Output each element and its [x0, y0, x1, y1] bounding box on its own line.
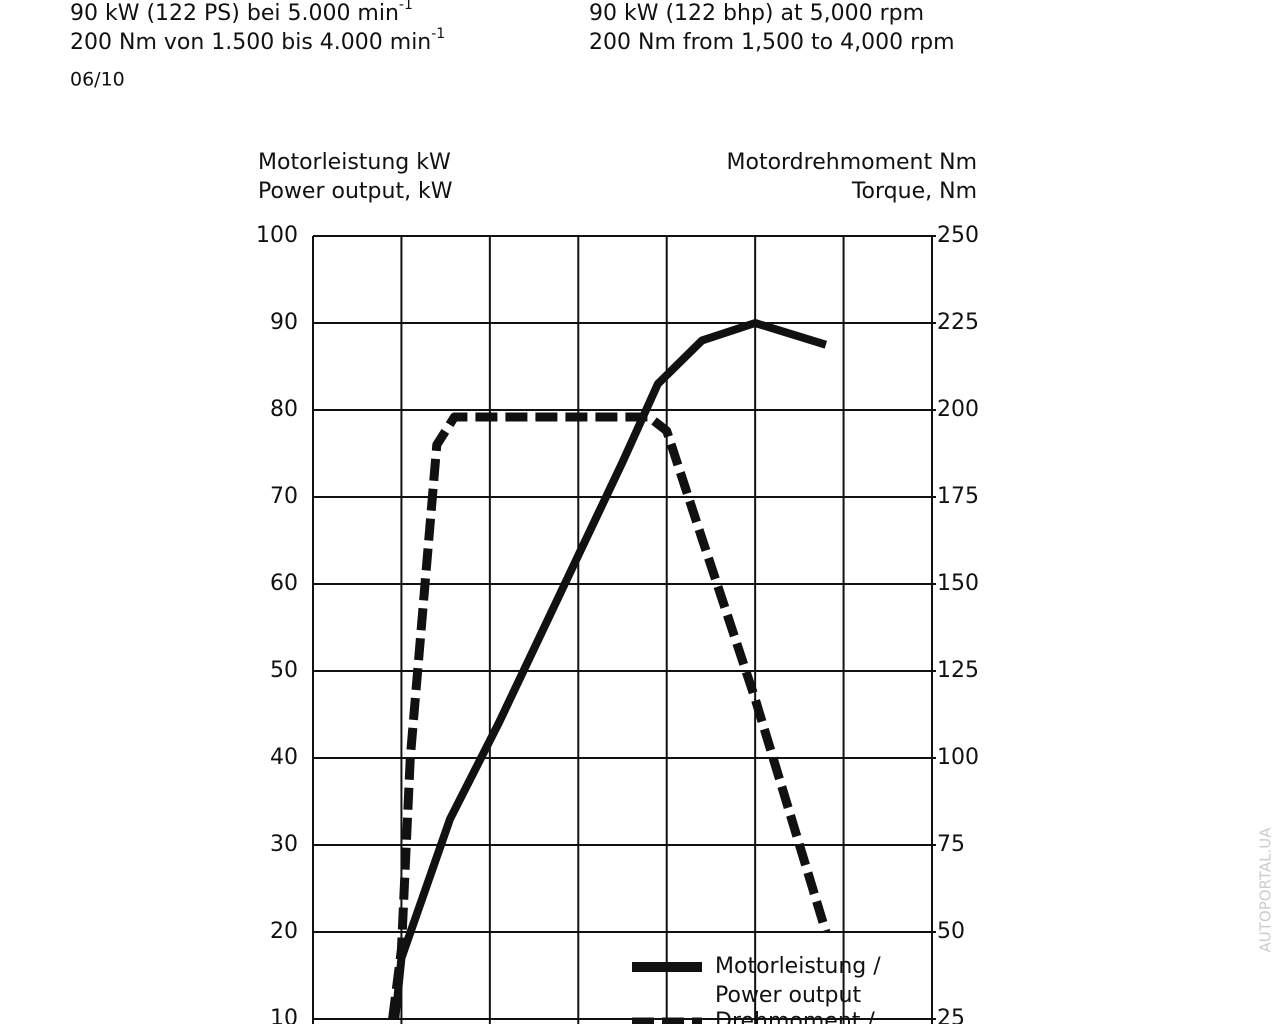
legend-label: Drehmoment / [715, 1009, 875, 1024]
y-tick-label: 80 [270, 397, 298, 422]
y2-tick-label: 150 [937, 571, 979, 596]
spec-line: 200 Nm von 1.500 bis 4.000 min-1 [70, 26, 445, 55]
spec-text: 200 Nm von 1.500 bis 4.000 min [70, 30, 431, 55]
y-tick-label: 100 [256, 223, 298, 248]
spec-line: 90 kW (122 PS) bei 5.000 min-1 [70, 0, 413, 26]
spec-text: 90 kW (122 PS) bei 5.000 min [70, 1, 399, 26]
spec-line: 90 kW (122 bhp) at 5,000 rpm [589, 1, 924, 26]
y-tick-label: 90 [270, 310, 298, 335]
y2-tick-label: 200 [937, 397, 979, 422]
y-tick-label: 20 [270, 919, 298, 944]
y2-tick-label: 125 [937, 658, 979, 683]
y-axis-label: Power output, kW [258, 179, 453, 204]
legend-label: Power output [715, 983, 861, 1008]
y-tick-label: 30 [270, 832, 298, 857]
y2-axis-label: Torque, Nm [851, 179, 977, 204]
y2-tick-label: 250 [937, 223, 979, 248]
y2-tick-label: 25 [937, 1006, 965, 1024]
superscript: -1 [399, 0, 413, 13]
y2-tick-label: 225 [937, 310, 979, 335]
legend-label: Motorleistung / [715, 954, 881, 979]
y-tick-label: 60 [270, 571, 298, 596]
series-line [388, 412, 831, 1020]
y2-tick-label: 75 [937, 832, 965, 857]
superscript: -1 [431, 26, 445, 42]
y-tick-label: 50 [270, 658, 298, 683]
y2-tick-label: 50 [937, 919, 965, 944]
date: 06/10 [70, 69, 125, 91]
series-line [391, 319, 828, 1020]
y2-tick-label: 175 [937, 484, 979, 509]
y-tick-label: 10 [270, 1006, 298, 1024]
watermark: AUTOPORTAL.UA [1257, 827, 1275, 953]
y-tick-label: 70 [270, 484, 298, 509]
y2-tick-label: 100 [937, 745, 979, 770]
spec-line: 200 Nm from 1,500 to 4,000 rpm [589, 30, 955, 55]
y-axis-label: Motorleistung kW [258, 150, 451, 175]
y2-axis-label: Motordrehmoment Nm [727, 150, 978, 175]
y-tick-label: 40 [270, 745, 298, 770]
